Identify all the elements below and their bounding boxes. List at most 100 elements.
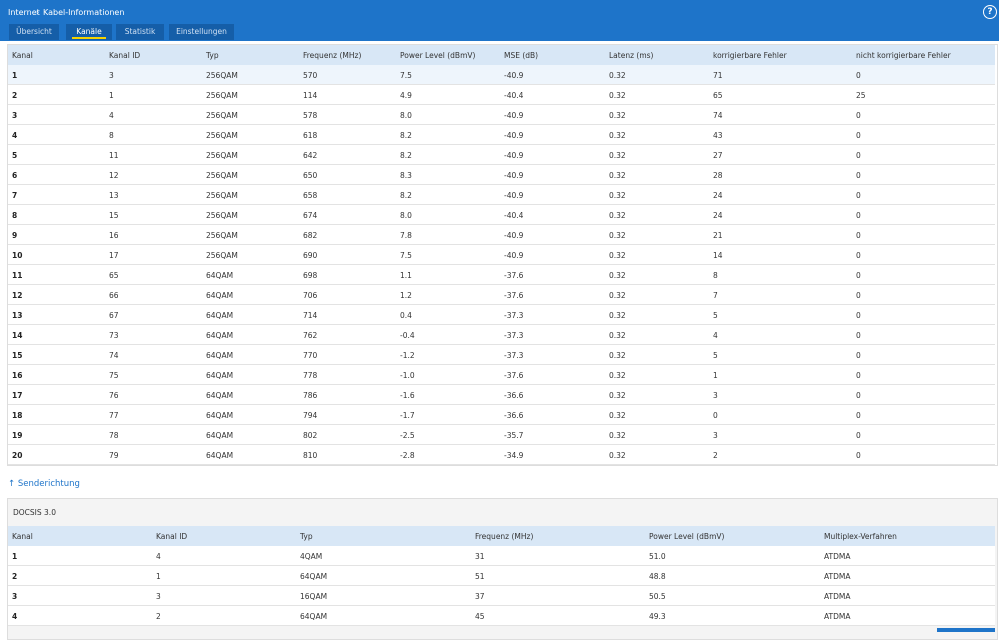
table-cell: 714 [303,311,318,320]
table-cell: ATDMA [824,572,851,581]
table-cell: 12 [109,171,119,180]
table-cell: 256QAM [206,111,238,120]
column-header: Frequenz (MHz) [303,51,362,60]
table-cell: 7 [713,291,718,300]
table-cell: 31 [475,552,485,561]
scroll-button[interactable] [937,628,995,632]
table-cell: 0.32 [609,271,626,280]
column-header: Typ [300,532,313,541]
table-cell: 71 [713,71,723,80]
table-cell: 1 [12,552,18,561]
tab[interactable]: Statistik [116,24,164,40]
table-cell: 4QAM [300,552,323,561]
table-row: 1 4 4QAM 31 51.0 ATDMA [8,546,995,566]
table-cell: 25 [856,91,866,100]
table-cell: 618 [303,131,318,140]
table-cell: 0.32 [609,191,626,200]
table-cell: 256QAM [206,91,238,100]
table-cell: 49.3 [649,612,666,621]
table-cell: -37.6 [504,371,524,380]
table-cell: 0 [856,331,861,340]
table-cell: 64QAM [300,612,328,621]
table-cell: 7.5 [400,251,412,260]
table-frame [7,44,998,466]
table-cell: 64QAM [206,411,234,420]
table-header: Kanal Kanal ID Typ Frequenz (MHz) Power Leve… [8,526,995,546]
table-cell: 51 [475,572,485,581]
table-cell: 51.0 [649,552,666,561]
table-row: 2 1 64QAM 51 48.8 ATDMA [8,566,995,586]
column-header: MSE (dB) [504,51,539,60]
table-cell: 15 [109,211,119,220]
table-cell: 21 [713,231,723,240]
table-row: 19 78 64QAM 802 -2.5 -35.7 0.32 3 0 [8,425,995,445]
table-cell: -37.6 [504,291,524,300]
table-cell: 4 [713,331,718,340]
table-row: 6 12 256QAM 650 8.3 -40.9 0.32 28 0 [8,165,995,185]
table-cell: 5 [12,151,18,160]
table-cell: ATDMA [824,552,851,561]
table-cell: 8.2 [400,151,412,160]
table-cell: 5 [713,311,718,320]
table-cell: 6 [12,171,18,180]
table-cell: 7 [12,191,18,200]
section-title: DOCSIS 3.0 [13,508,56,517]
column-header: Kanal ID [156,532,188,541]
table-cell: 650 [303,171,318,180]
table-cell: 256QAM [206,251,238,260]
table-cell: -35.7 [504,431,524,440]
table-cell: 4 [156,552,161,561]
column-header: nicht korrigierbare Fehler [856,51,951,60]
table-cell: 0 [856,411,861,420]
table-cell: 3 [12,111,18,120]
table-cell: 64QAM [206,451,234,460]
table-cell: 17 [12,391,23,400]
table-cell: 0.32 [609,91,626,100]
breadcrumb[interactable]: Internet [8,8,40,17]
table-cell: 17 [109,251,119,260]
table-cell: 74 [109,351,119,360]
table-cell: 2 [156,612,161,621]
table-cell: 256QAM [206,211,238,220]
table-row: 18 77 64QAM 794 -1.7 -36.6 0.32 0 0 [8,405,995,425]
table-cell: 256QAM [206,71,238,80]
table-cell: 19 [12,431,23,440]
tab[interactable]: Einstellungen [169,24,234,40]
table-cell: 16QAM [300,592,328,601]
table-cell: 0 [856,431,861,440]
column-header: Multiplex-Verfahren [824,532,897,541]
table-cell: 79 [109,451,119,460]
tab[interactable]: Übersicht [9,24,59,40]
table-row: 4 2 64QAM 45 49.3 ATDMA [8,606,995,626]
tab[interactable]: Kanäle [66,24,112,40]
column-header: korrigierbare Fehler [713,51,787,60]
table-cell: -40.9 [504,231,524,240]
table-cell: 48.8 [649,572,666,581]
table-cell: -1.2 [400,351,415,360]
table-cell: 14 [713,251,723,260]
table-cell: 24 [713,191,723,200]
table-cell: 0.32 [609,111,626,120]
table-row: 12 66 64QAM 706 1.2 -37.6 0.32 7 0 [8,285,995,305]
column-header: Typ [206,51,219,60]
table-cell: 65 [713,91,723,100]
header-bar: Internet › Kabel-Informationen ? Übersic… [0,0,999,41]
table-cell: 570 [303,71,318,80]
table-cell: -40.9 [504,191,524,200]
table-cell: 682 [303,231,318,240]
section-link[interactable]: ↑ Senderichtung [8,479,80,489]
table-cell: 8.2 [400,131,412,140]
help-button[interactable]: ? [983,5,997,19]
table-row: 2 1 256QAM 114 4.9 -40.4 0.32 65 25 [8,85,995,105]
breadcrumb: Kabel-Informationen [43,8,125,17]
table-row: 7 13 256QAM 658 8.2 -40.9 0.32 24 0 [8,185,995,205]
table-cell: 256QAM [206,191,238,200]
table-cell: 16 [109,231,119,240]
table-cell: 778 [303,371,318,380]
table-cell: 642 [303,151,318,160]
table-cell: 64QAM [206,331,234,340]
table-cell: 4 [12,131,18,140]
table-cell: -37.3 [504,311,524,320]
table-row: 10 17 256QAM 690 7.5 -40.9 0.32 14 0 [8,245,995,265]
table-cell: 5 [713,351,718,360]
